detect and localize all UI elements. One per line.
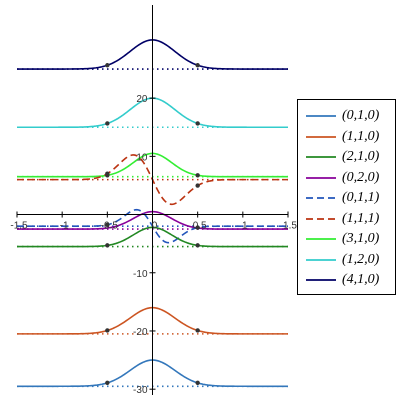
series-marker	[105, 328, 110, 333]
series-marker	[105, 121, 110, 126]
legend-label: (0,1,0)	[342, 108, 380, 123]
series-marker	[195, 63, 200, 68]
series-marker	[105, 243, 110, 248]
y-ticks: 20 10 -10 -20 -30	[133, 94, 156, 396]
legend-label: (2,1,0)	[342, 149, 380, 164]
series-marker	[195, 183, 200, 188]
legend: (0,1,0) (1,1,0) (2,1,0) (0,2,0) (0,1,1) (1,1,…	[297, 99, 396, 295]
legend-label: (0,2,0)	[342, 169, 380, 185]
legend-entry: (0,2,0)	[298, 168, 395, 188]
legend-entry: (2,1,0)	[298, 147, 395, 167]
x-tick-label: 0	[152, 221, 158, 232]
legend-swatch	[306, 238, 336, 240]
x-tick-label: -1	[60, 221, 69, 232]
series-marker	[105, 63, 110, 68]
legend-swatch	[306, 279, 336, 281]
legend-swatch	[306, 115, 336, 117]
series-marker	[195, 380, 200, 386]
x-tick-label: 1	[242, 221, 248, 232]
series-marker	[195, 225, 200, 230]
y-tick-label: 20	[136, 94, 148, 105]
legend-entry: (3,1,0)	[298, 229, 395, 249]
legend-label: (3,1,0)	[342, 231, 380, 246]
legend-label: (4,1,0)	[342, 272, 380, 287]
legend-label: (1,1,0)	[342, 128, 380, 144]
legend-label: (0,1,1)	[342, 190, 380, 205]
series-marker	[195, 328, 200, 333]
legend-label: (1,2,0)	[342, 251, 380, 267]
x-tick-label: 0.5	[193, 221, 207, 232]
legend-label: (1,1,1)	[342, 210, 380, 226]
y-tick-label: 10	[136, 152, 148, 163]
legend-swatch	[306, 135, 336, 138]
series-marker	[105, 222, 110, 227]
y-tick-label: -10	[133, 269, 148, 280]
x-ticks: -1.5 -1 -0.5 0 0.5 1 1.5	[10, 211, 297, 232]
legend-entry: (0,1,0)	[298, 106, 395, 126]
x-tick-label: -0.5	[101, 221, 119, 232]
legend-entry: (1,1,0)	[298, 127, 395, 147]
x-tick-label: -1.5	[10, 221, 28, 232]
legend-entry: (1,1,1)	[298, 209, 395, 229]
legend-entry: (0,1,1)	[298, 188, 395, 208]
legend-swatch	[306, 156, 336, 158]
legend-entry: (1,2,0)	[298, 250, 395, 270]
axes	[17, 5, 288, 395]
series-marker	[195, 173, 200, 178]
series-marker	[105, 380, 110, 386]
legend-swatch	[306, 217, 336, 220]
series-markers	[105, 63, 200, 386]
y-tick-label: -20	[133, 327, 148, 338]
series-marker	[195, 121, 200, 126]
legend-swatch	[306, 258, 336, 261]
legend-swatch	[306, 197, 336, 199]
y-tick-label: -30	[133, 385, 148, 396]
series-marker	[195, 243, 200, 248]
series-marker	[105, 171, 110, 176]
legend-swatch	[306, 176, 336, 179]
legend-entry: (4,1,0)	[298, 270, 395, 290]
x-tick-label: 1.5	[283, 221, 297, 232]
